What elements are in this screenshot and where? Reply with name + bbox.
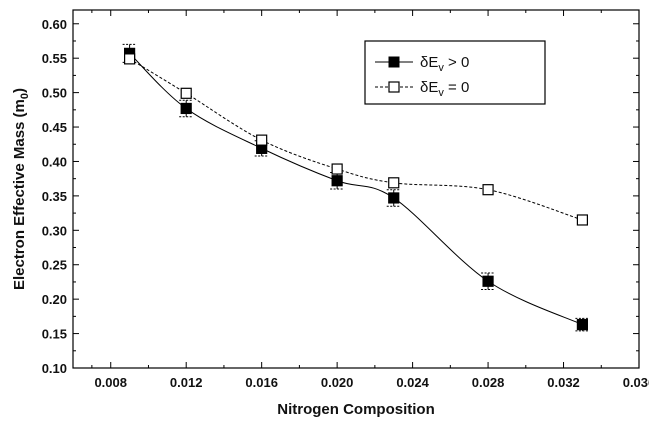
y-tick-label: 0.30	[42, 223, 67, 238]
y-tick-label: 0.60	[42, 17, 67, 32]
legend-marker-series-2	[389, 82, 399, 92]
x-tick-label: 0.012	[170, 375, 203, 390]
data-point	[181, 103, 191, 113]
data-point	[389, 178, 399, 188]
x-axis-title: Nitrogen Composition	[277, 401, 435, 418]
axis-ticks	[73, 10, 639, 368]
data-point	[125, 54, 135, 64]
y-axis-title-main: Electron Effective Mass (m	[11, 99, 28, 290]
x-tick-label: 0.020	[321, 375, 354, 390]
data-point	[577, 215, 587, 225]
y-tick-label: 0.50	[42, 86, 67, 101]
y-tick-label: 0.25	[42, 258, 67, 273]
y-tick-label: 0.40	[42, 154, 67, 169]
y-tick-label: 0.55	[42, 51, 67, 66]
y-tick-label: 0.15	[42, 327, 67, 342]
tick-labels: 0.008 0.012 0.016 0.020 0.024 0.028 0.032 0.036…	[42, 17, 649, 390]
data-point	[332, 164, 342, 174]
x-tick-label: 0.008	[94, 375, 127, 390]
x-tick-label: 0.024	[396, 375, 429, 390]
y-tick-label: 0.35	[42, 189, 67, 204]
x-tick-label: 0.032	[547, 375, 580, 390]
y-tick-label: 0.45	[42, 120, 67, 135]
x-tick-label: 0.036	[623, 375, 649, 390]
legend: δEv > 0 δEv = 0	[365, 41, 545, 104]
y-tick-label: 0.10	[42, 361, 67, 376]
x-tick-label: 0.028	[472, 375, 505, 390]
data-point	[181, 88, 191, 98]
data-point	[483, 185, 493, 195]
y-tick-label: 0.20	[42, 292, 67, 307]
y-axis-title-close: )	[11, 88, 28, 93]
legend-marker-series-1	[389, 57, 399, 67]
y-axis-title: Electron Effective Mass (m0)	[11, 88, 31, 290]
plot-frame	[73, 10, 639, 368]
data-point	[332, 176, 342, 186]
data-point	[389, 193, 399, 203]
x-tick-label: 0.016	[245, 375, 278, 390]
data-point	[577, 320, 587, 330]
data-point	[257, 135, 267, 145]
data-point	[483, 276, 493, 286]
